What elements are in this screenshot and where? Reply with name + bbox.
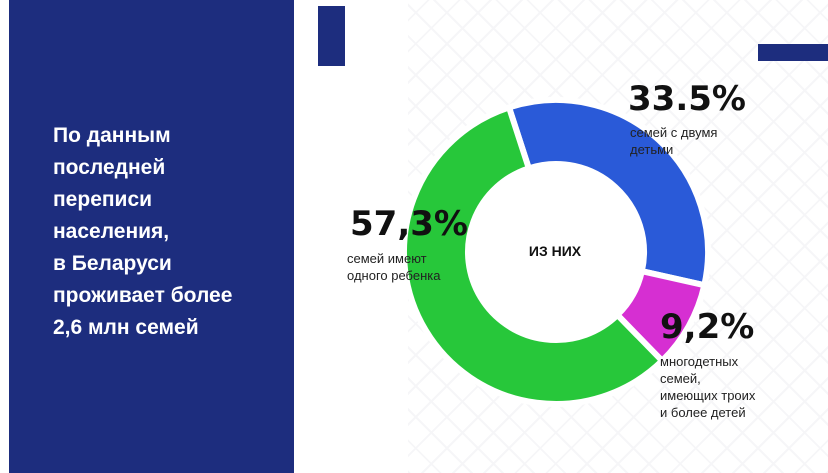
headline-line: проживает более (53, 284, 233, 307)
pct-two-children: 33.5% (628, 79, 746, 119)
desc-line: многодетных (660, 354, 739, 369)
pct-one-child: 57,3% (350, 204, 468, 244)
slice-one-child (401, 104, 666, 407)
headline: По данным последней переписи населения, … (53, 120, 283, 344)
desc-line: семей с двумя (630, 125, 718, 140)
desc-one-child: семей имеют одного ребенка (347, 250, 440, 284)
desc-line: одного ребенка (347, 268, 441, 283)
donut-hole (470, 166, 642, 338)
desc-line: и более детей (660, 405, 746, 420)
headline-line: последней (53, 156, 166, 179)
headline-line: переписи (53, 188, 153, 211)
desc-line: детьми (630, 142, 674, 157)
decorative-bar-vertical (318, 6, 345, 66)
headline-line: По данным (53, 124, 171, 147)
pct-large-families: 9,2% (660, 307, 755, 347)
headline-line: 2,6 млн семей (53, 316, 199, 339)
desc-large-families: многодетных семей, имеющих троих и более… (660, 353, 755, 421)
desc-line: имеющих троих (660, 388, 756, 403)
desc-line: семей имеют (347, 251, 427, 266)
decorative-bar-horizontal (758, 44, 828, 61)
desc-line: семей, (660, 371, 701, 386)
headline-line: в Беларуси (53, 252, 172, 275)
headline-line: населения, (53, 220, 170, 243)
center-label: ИЗ НИХ (528, 243, 582, 259)
left-panel (9, 0, 294, 473)
slice-two-children (506, 97, 711, 289)
desc-two-children: семей с двумя детьми (630, 124, 717, 158)
